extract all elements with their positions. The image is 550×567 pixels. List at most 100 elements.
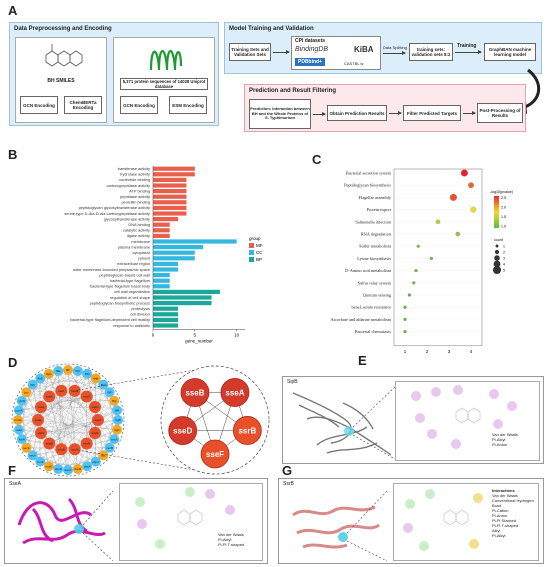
b-bar — [153, 217, 179, 222]
pdbbind-logo: PDBbind+ — [295, 58, 326, 66]
c-legend1-tick: 1.5 — [501, 215, 506, 219]
b-bar — [153, 177, 187, 182]
d-edge — [18, 378, 96, 430]
d-edge — [37, 419, 87, 444]
sipb-legend-0: Van der Waals — [492, 432, 518, 437]
arrow-1 — [273, 50, 290, 54]
bh-molecule-icon — [45, 44, 83, 67]
post-box: Post-Processing of Results — [477, 103, 523, 123]
b-category-label: regulation of cell shape — [110, 295, 150, 300]
d-node-label: ssaN — [92, 405, 99, 409]
train-box: Model Training and Validation Training S… — [224, 22, 542, 74]
d-edge — [94, 406, 115, 440]
panel-e-label: E — [358, 353, 367, 368]
d-inner-label: sseB — [185, 389, 204, 398]
d-node — [92, 414, 104, 426]
d-node-label: ssaV — [83, 395, 90, 399]
c-bubble — [412, 281, 416, 285]
d-node — [16, 395, 27, 406]
b-legend-label: BP — [256, 257, 262, 262]
c-category-label: Protein export — [367, 207, 392, 212]
d-node-label: sseE — [92, 431, 99, 435]
d-edge — [26, 392, 118, 411]
d-node-label: dacD — [55, 467, 63, 471]
b-bar — [153, 245, 204, 250]
d-edge — [40, 390, 75, 434]
d-node-label: secA — [23, 446, 30, 450]
c-colorbar — [494, 196, 499, 228]
c-legend1-tick: 2.0 — [501, 206, 506, 210]
c-legend2-tick: 1 — [503, 245, 505, 249]
c-category-label: Ascorbate and aldarate metabolism — [331, 317, 392, 322]
d-node — [112, 405, 123, 416]
d-node — [34, 427, 47, 440]
d-node-label: flgC — [114, 428, 120, 432]
b-category-label: peptidoglycan glycosyltransferase activi… — [79, 205, 150, 210]
d-node — [55, 443, 68, 456]
d-node — [82, 461, 93, 472]
c-bubble — [403, 317, 407, 321]
c-plot-frame — [393, 168, 483, 347]
c-legend2-dot — [495, 244, 499, 248]
d-edge — [40, 406, 115, 440]
c-bubble — [470, 206, 477, 213]
d-node — [89, 400, 102, 413]
d-inner-node — [220, 378, 250, 407]
arrow-4 — [313, 112, 326, 116]
esm-encoding: ESM Encoding — [169, 96, 207, 114]
d-inner-label: sseF — [206, 450, 224, 459]
b-bar — [153, 295, 212, 300]
prep-right-box: 5,371 protein sequences of 14028 Uniprot… — [113, 37, 215, 123]
sipb-legend-2: Pi-Anion — [492, 442, 508, 447]
panel-f-label: F — [8, 463, 16, 478]
b-bar — [153, 239, 237, 244]
d-node-label: ssaJ — [38, 405, 45, 409]
prep-box: Data Preprocessing and Encoding BH SMILE… — [9, 22, 219, 126]
c-category-label: Bacterial secretion system — [346, 171, 392, 176]
ssea-label: SseA — [9, 481, 21, 487]
d-edge — [58, 370, 115, 401]
b-category-label: bacterial-type flagellum basal body — [90, 284, 150, 289]
c-legend2-tick: 2 — [503, 251, 505, 255]
prep-left-box: BH SMILES GCN Encoding ChemBERTa Encodin… — [15, 37, 107, 123]
c-legend1-title: -log10(pvalue) — [490, 190, 513, 194]
b-bar — [153, 228, 170, 233]
c-legend1-tick: 1.0 — [501, 225, 506, 229]
b-category-label: response to antibiotic — [113, 323, 150, 328]
d-inner-label: sseD — [173, 427, 192, 436]
ssrb-legend-0: Van der Waals — [492, 493, 518, 498]
ssea-legend-1: Pi-Alkyl — [218, 537, 232, 542]
d-node-label: fliM — [85, 372, 90, 376]
b-x-tick-label: 5 — [194, 332, 197, 337]
b-category-label: bacterial-type flagellum — [110, 278, 150, 283]
c-category-label: Sulfur relay system — [358, 280, 392, 285]
d-node — [98, 450, 109, 461]
d-node-label: fliP — [107, 390, 111, 394]
d-edge — [21, 373, 88, 440]
b-category-label: carboxypeptidase activity — [107, 183, 151, 188]
d-edge — [32, 449, 75, 456]
c-category-label: Bacterial chemotaxis — [355, 329, 391, 334]
b-category-label: peptidoglycan-based cell wall — [99, 272, 150, 277]
d-node — [72, 365, 83, 376]
b-category-label: peptidoglycan biosynthetic process — [90, 300, 150, 305]
protein-structure-icon — [149, 49, 183, 71]
panel-f-frame: SseA Van der Waals Pi-Alkyl Pi-Pi T-shap… — [4, 478, 268, 564]
panel-b-label: B — [8, 147, 18, 162]
train-sets: Training Sets and Validation Sets — [229, 43, 271, 61]
b-bar — [153, 166, 195, 171]
d-edge — [74, 390, 96, 434]
c-category-label: Salmonella infection — [355, 219, 392, 224]
gcn-encoding-1: GCN Encoding — [20, 96, 58, 114]
d-edge — [40, 396, 87, 462]
c-legend2-tick: 3 — [503, 257, 505, 261]
d-node-label: fliF — [66, 368, 70, 372]
d-edge — [37, 419, 118, 430]
d-inner-node — [168, 416, 198, 445]
d-inner-node — [180, 378, 210, 407]
c-legend2-tick: 4 — [503, 263, 505, 267]
d-node — [104, 387, 115, 398]
ssea-2d-box: Van der Waals Pi-Alkyl Pi-Pi T-shaped — [119, 483, 263, 561]
d-node — [13, 415, 23, 425]
